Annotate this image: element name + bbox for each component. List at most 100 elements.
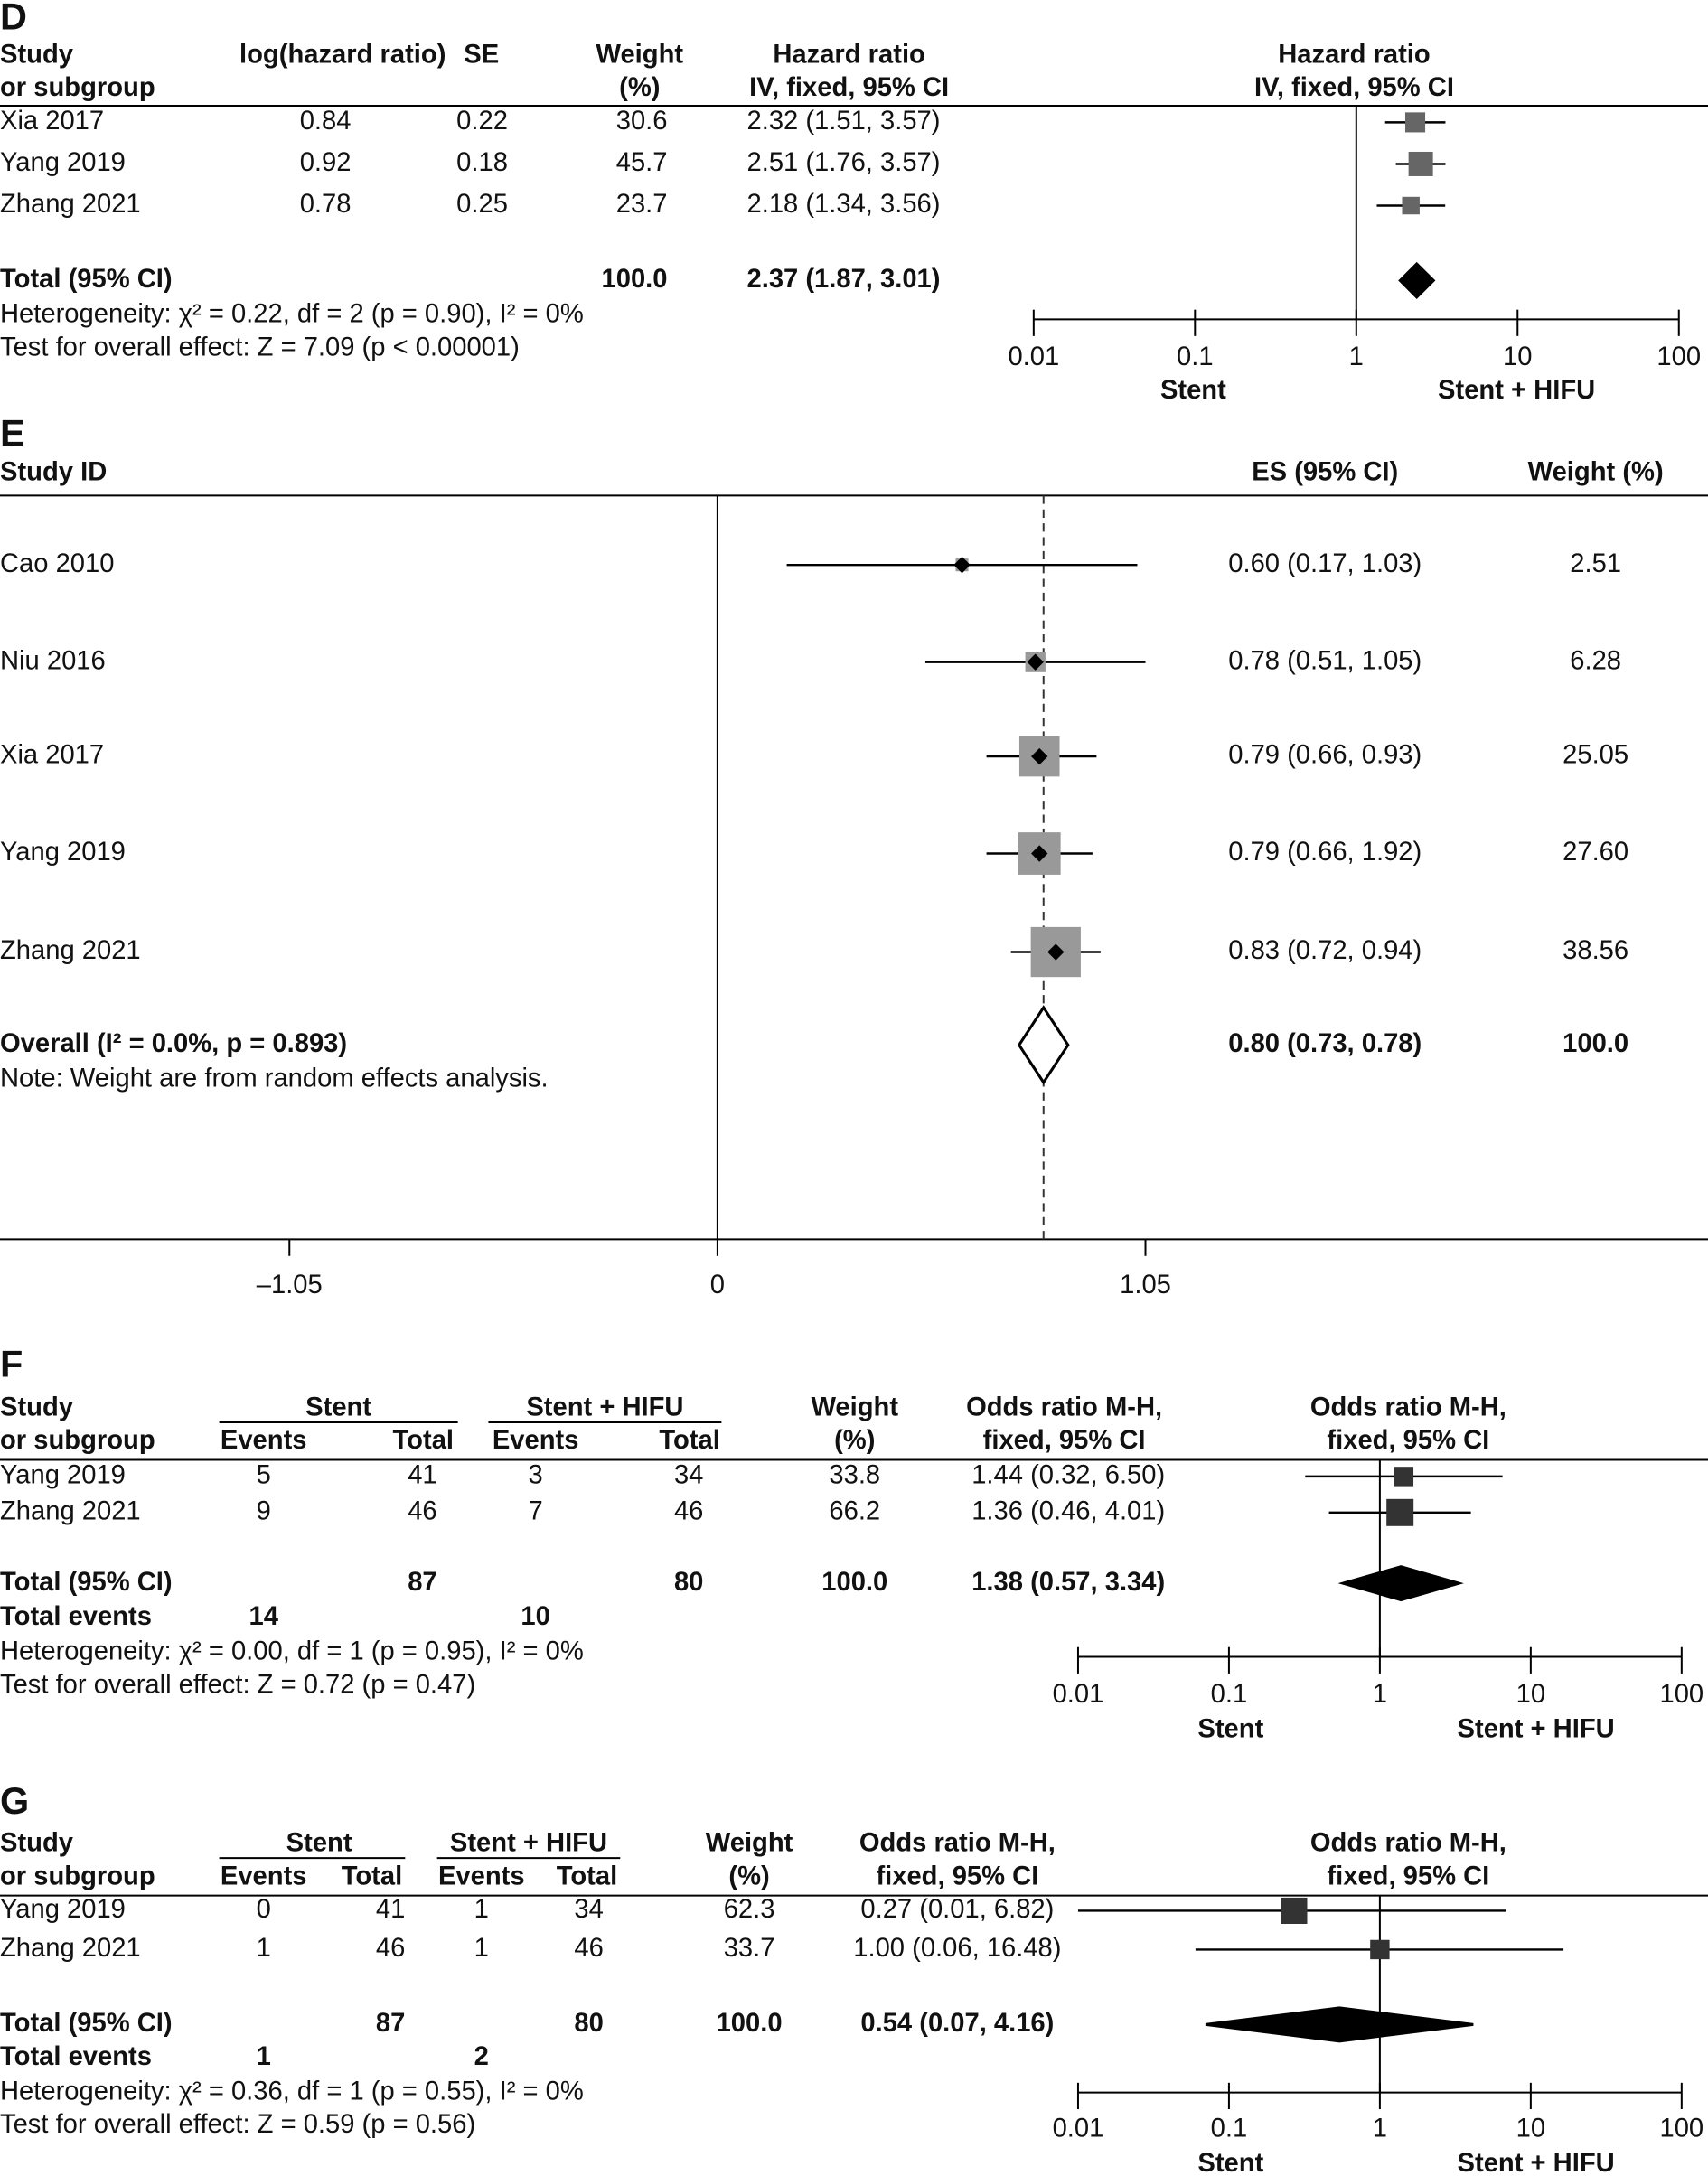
footnote: Heterogeneity: χ² = 0.00, df = 1 (p = 0.… bbox=[0, 1637, 584, 1666]
table-cell: 7 bbox=[529, 1497, 543, 1526]
column-header: Events bbox=[221, 1862, 307, 1890]
table-cell: 100.0 bbox=[602, 265, 668, 294]
table-cell: 0.79 (0.66, 1.92) bbox=[1228, 838, 1422, 867]
table-cell: 0.83 (0.72, 0.94) bbox=[1228, 936, 1422, 965]
table-cell: Total (95% CI) bbox=[0, 2009, 173, 2038]
table-cell: 80 bbox=[574, 2009, 603, 2038]
table-cell: 34 bbox=[574, 1895, 603, 1924]
favours-label: Stent bbox=[1197, 1715, 1263, 1744]
weight-box bbox=[1402, 196, 1420, 215]
column-header: or subgroup bbox=[0, 1862, 155, 1890]
table-cell: 3 bbox=[529, 1461, 543, 1490]
column-header: Weight bbox=[706, 1828, 793, 1857]
table-cell: 1.36 (0.46, 4.01) bbox=[971, 1497, 1165, 1526]
column-header: Total bbox=[557, 1862, 617, 1890]
table-cell: 0.25 bbox=[456, 190, 508, 219]
x-tick-label: 1 bbox=[1373, 1680, 1387, 1709]
table-cell: 1.44 (0.32, 6.50) bbox=[971, 1461, 1165, 1490]
column-header: fixed, 95% CI bbox=[983, 1426, 1146, 1455]
x-tick-label: –1.05 bbox=[257, 1271, 323, 1299]
column-header: Odds ratio M-H, bbox=[859, 1828, 1056, 1857]
table-cell: 1 bbox=[257, 1934, 271, 1963]
table-cell: 33.8 bbox=[829, 1461, 880, 1490]
column-header: Total bbox=[393, 1426, 454, 1455]
column-header: IV, fixed, 95% CI bbox=[749, 73, 949, 102]
table-cell: 34 bbox=[674, 1461, 703, 1490]
column-header: Weight (%) bbox=[1528, 458, 1664, 487]
table-cell: Zhang 2021 bbox=[0, 190, 141, 219]
table-cell: Niu 2016 bbox=[0, 646, 106, 675]
column-header: fixed, 95% CI bbox=[876, 1862, 1038, 1890]
table-cell: 2.32 (1.51, 3.57) bbox=[747, 107, 941, 136]
table-cell: 0.27 (0.01, 6.82) bbox=[860, 1895, 1054, 1924]
plot-header: Odds ratio M-H, bbox=[1310, 1393, 1506, 1421]
weight-box bbox=[1394, 1467, 1414, 1487]
table-cell: 46 bbox=[674, 1497, 703, 1526]
panel-letter: G bbox=[0, 1779, 29, 1822]
group-header: Stent + HIFU bbox=[450, 1828, 607, 1857]
table-cell: 6.28 bbox=[1570, 646, 1621, 675]
table-cell: 14 bbox=[249, 1602, 278, 1631]
column-header: Study ID bbox=[0, 458, 107, 487]
table-cell: 41 bbox=[408, 1461, 436, 1490]
x-tick-label: 1 bbox=[1373, 2115, 1387, 2143]
table-cell: 23.7 bbox=[616, 190, 668, 219]
favours-label: Stent + HIFU bbox=[1438, 376, 1595, 405]
column-header: Study bbox=[0, 1828, 74, 1857]
x-tick-label: 100 bbox=[1660, 2115, 1704, 2143]
table-cell: 1 bbox=[474, 1934, 489, 1963]
x-tick-label: 1.05 bbox=[1120, 1271, 1171, 1299]
table-cell: 87 bbox=[376, 2009, 405, 2038]
column-header: Study bbox=[0, 40, 74, 69]
summary-diamond bbox=[1205, 2006, 1474, 2043]
column-header: Weight bbox=[596, 40, 683, 69]
favours-label: Stent bbox=[1160, 376, 1226, 405]
table-cell: Total events bbox=[0, 2042, 152, 2071]
x-tick-label: 10 bbox=[1516, 1680, 1545, 1709]
panel-letter: E bbox=[0, 411, 25, 454]
group-header: Stent bbox=[286, 1828, 352, 1857]
footnote: Test for overall effect: Z = 0.72 (p = 0… bbox=[0, 1670, 475, 1699]
table-cell: 46 bbox=[376, 1934, 405, 1963]
table-cell: 45.7 bbox=[616, 148, 668, 177]
column-header: Events bbox=[493, 1426, 579, 1455]
x-tick-label: 1 bbox=[1349, 342, 1364, 371]
panel-letter: F bbox=[0, 1343, 23, 1385]
favours-label: Stent + HIFU bbox=[1458, 2149, 1615, 2176]
weight-box bbox=[1404, 112, 1426, 133]
group-header: Stent + HIFU bbox=[526, 1393, 683, 1421]
column-header: Events bbox=[438, 1862, 525, 1890]
table-cell: 0.78 (0.51, 1.05) bbox=[1228, 646, 1422, 675]
table-cell: Total events bbox=[0, 1602, 152, 1631]
table-cell: 2.51 bbox=[1570, 549, 1621, 578]
point-estimate bbox=[1031, 747, 1048, 765]
table-cell: Zhang 2021 bbox=[0, 1497, 141, 1526]
table-cell: 0.54 (0.07, 4.16) bbox=[860, 2009, 1054, 2038]
table-cell: Overall (I² = 0.0%, p = 0.893) bbox=[0, 1029, 347, 1058]
column-header: or subgroup bbox=[0, 1426, 155, 1455]
column-header: or subgroup bbox=[0, 73, 155, 102]
table-cell: 27.60 bbox=[1563, 838, 1628, 867]
x-tick-label: 0.01 bbox=[1008, 342, 1059, 371]
table-cell: 87 bbox=[408, 1568, 436, 1597]
table-cell: 0.79 (0.66, 0.93) bbox=[1228, 741, 1422, 770]
table-cell: 0.84 bbox=[300, 107, 352, 136]
table-cell: Cao 2010 bbox=[0, 549, 114, 578]
table-cell: 33.7 bbox=[724, 1934, 775, 1963]
weight-box bbox=[1281, 1897, 1308, 1924]
table-cell: Total (95% CI) bbox=[0, 265, 173, 294]
weight-box bbox=[1370, 1939, 1390, 1960]
table-cell: 1.00 (0.06, 16.48) bbox=[853, 1934, 1061, 1963]
table-cell: 1 bbox=[257, 2042, 271, 2071]
column-header: log(hazard ratio) bbox=[239, 40, 446, 69]
column-header: ES (95% CI) bbox=[1252, 458, 1398, 487]
table-cell: 1.38 (0.57, 3.34) bbox=[971, 1568, 1165, 1597]
table-cell: 100.0 bbox=[1563, 1029, 1628, 1058]
table-cell: 2.18 (1.34, 3.56) bbox=[747, 190, 941, 219]
table-cell: 30.6 bbox=[616, 107, 668, 136]
column-header: (%) bbox=[728, 1862, 769, 1890]
weight-box bbox=[1386, 1498, 1414, 1526]
table-cell: 0 bbox=[257, 1895, 271, 1924]
footnote: Test for overall effect: Z = 7.09 (p < 0… bbox=[0, 333, 520, 361]
column-header: Study bbox=[0, 1393, 74, 1421]
